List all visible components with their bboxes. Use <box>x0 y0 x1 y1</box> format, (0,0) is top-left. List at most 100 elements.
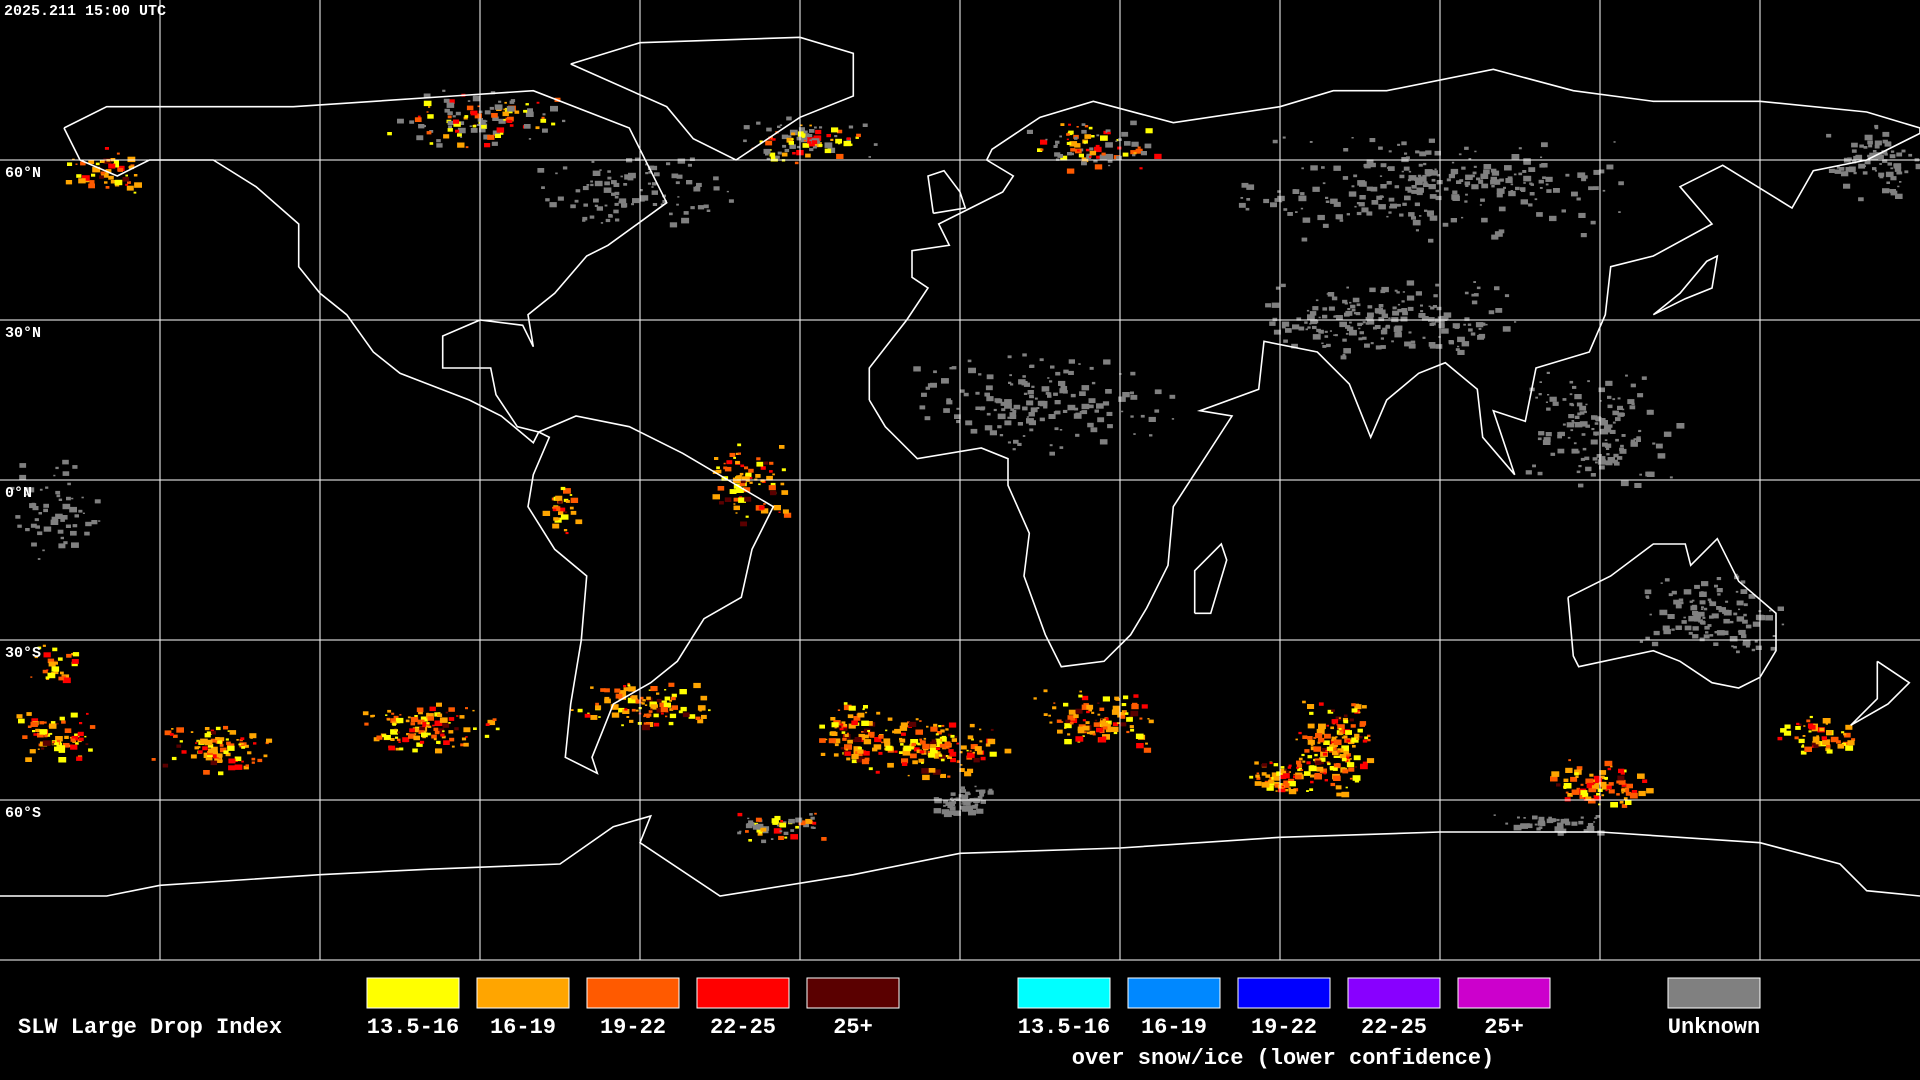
cloud-pixel <box>58 543 66 549</box>
cloud-pixel <box>1096 155 1101 159</box>
cloud-pixel <box>1122 392 1130 398</box>
cloud-pixel <box>1473 293 1479 297</box>
cloud-pixel <box>872 747 878 752</box>
cloud-pixel <box>1571 191 1578 197</box>
cloud-pixel <box>463 742 469 747</box>
cloud-pixel <box>1879 175 1884 179</box>
cloud-pixel <box>1263 198 1270 204</box>
cloud-pixel <box>857 749 864 754</box>
cloud-pixel <box>1397 308 1403 313</box>
cloud-pixel <box>1568 759 1571 762</box>
cloud-pixel <box>1438 322 1445 327</box>
cloud-pixel <box>1596 792 1600 796</box>
cloud-pixel <box>1369 316 1374 320</box>
cloud-pixel <box>1130 710 1139 717</box>
cloud-pixel <box>72 524 78 528</box>
cloud-pixel <box>479 119 486 124</box>
cloud-pixel <box>1304 321 1308 324</box>
cloud-pixel <box>1901 149 1906 153</box>
cloud-pixel <box>1605 460 1613 466</box>
cloud-pixel <box>1296 317 1302 321</box>
cloud-pixel <box>1612 421 1616 424</box>
cloud-pixel <box>1607 424 1613 428</box>
cloud-pixel <box>689 157 695 161</box>
cloud-pixel <box>409 120 415 124</box>
cloud-pixel <box>1562 398 1567 401</box>
cloud-pixel <box>1451 194 1460 200</box>
cloud-pixel <box>133 174 138 177</box>
cloud-pixel <box>1089 150 1097 156</box>
cloud-pixel <box>1380 163 1387 168</box>
cloud-pixel <box>1605 789 1608 792</box>
cloud-pixel <box>469 125 472 127</box>
cloud-pixel <box>1246 184 1255 190</box>
cloud-pixel <box>514 110 520 114</box>
cloud-pixel <box>1111 726 1119 732</box>
cloud-pixel <box>671 693 677 698</box>
cloud-pixel <box>1615 438 1619 442</box>
cloud-pixel <box>1407 306 1414 311</box>
cloud-pixel <box>494 104 503 110</box>
cloud-pixel <box>1649 613 1652 616</box>
cloud-pixel <box>1615 417 1621 422</box>
cloud-pixel <box>1300 192 1305 196</box>
cloud-pixel <box>1099 707 1105 711</box>
cloud-pixel <box>1794 736 1799 740</box>
cloud-pixel <box>1436 174 1441 177</box>
cloud-pixel <box>712 494 720 500</box>
cloud-pixel <box>1271 302 1280 308</box>
cloud-pixel <box>562 119 566 123</box>
cloud-pixel <box>843 140 852 147</box>
cloud-pixel <box>604 698 611 704</box>
cloud-pixel <box>1894 167 1902 172</box>
cloud-pixel <box>1591 415 1598 420</box>
cloud-pixel <box>1304 749 1310 753</box>
cloud-pixel <box>1476 177 1480 181</box>
cloud-pixel <box>1091 711 1095 714</box>
cloud-pixel <box>942 745 946 748</box>
cloud-pixel <box>928 768 936 773</box>
cloud-pixel <box>57 657 63 661</box>
cloud-pixel <box>1345 332 1349 335</box>
cloud-pixel <box>1442 222 1449 227</box>
cloud-pixel <box>761 839 767 844</box>
cloud-pixel <box>1068 130 1074 135</box>
cloud-pixel <box>1576 197 1581 201</box>
cloud-pixel <box>590 180 593 183</box>
cloud-pixel <box>447 111 453 116</box>
cloud-pixel <box>843 704 852 711</box>
cloud-pixel <box>1054 400 1061 405</box>
cloud-pixel <box>1675 604 1682 609</box>
cloud-pixel <box>1461 341 1470 347</box>
cloud-pixel <box>1684 625 1692 631</box>
cloud-pixel <box>938 754 943 757</box>
cloud-pixel <box>1898 171 1903 175</box>
cloud-pixel <box>176 727 184 733</box>
cloud-pixel <box>1307 326 1311 329</box>
cloud-pixel <box>1545 432 1552 437</box>
cloud-pixel <box>841 721 846 725</box>
cloud-pixel <box>1106 411 1113 416</box>
cloud-pixel <box>217 740 223 744</box>
cloud-pixel <box>669 222 678 228</box>
cloud-pixel <box>1275 790 1278 792</box>
cloud-pixel <box>1603 427 1612 433</box>
cloud-pixel <box>1513 173 1517 176</box>
cloud-pixel <box>1471 174 1475 178</box>
cloud-pixel <box>1597 459 1606 465</box>
cloud-pixel <box>1612 398 1616 401</box>
cloud-pixel <box>200 738 208 744</box>
cloud-pixel <box>1448 173 1455 179</box>
cloud-pixel <box>1298 757 1303 761</box>
cloud-pixel <box>600 222 604 224</box>
cloud-pixel <box>1480 322 1486 326</box>
cloud-pixel <box>1582 447 1587 451</box>
cloud-pixel <box>1343 719 1349 724</box>
cloud-pixel <box>1826 749 1833 754</box>
cloud-pixel <box>857 746 862 750</box>
cloud-pixel <box>627 176 634 181</box>
cloud-pixel <box>958 794 964 798</box>
cloud-pixel <box>1326 343 1331 348</box>
cloud-pixel <box>1111 709 1120 715</box>
cloud-pixel <box>1322 345 1327 348</box>
